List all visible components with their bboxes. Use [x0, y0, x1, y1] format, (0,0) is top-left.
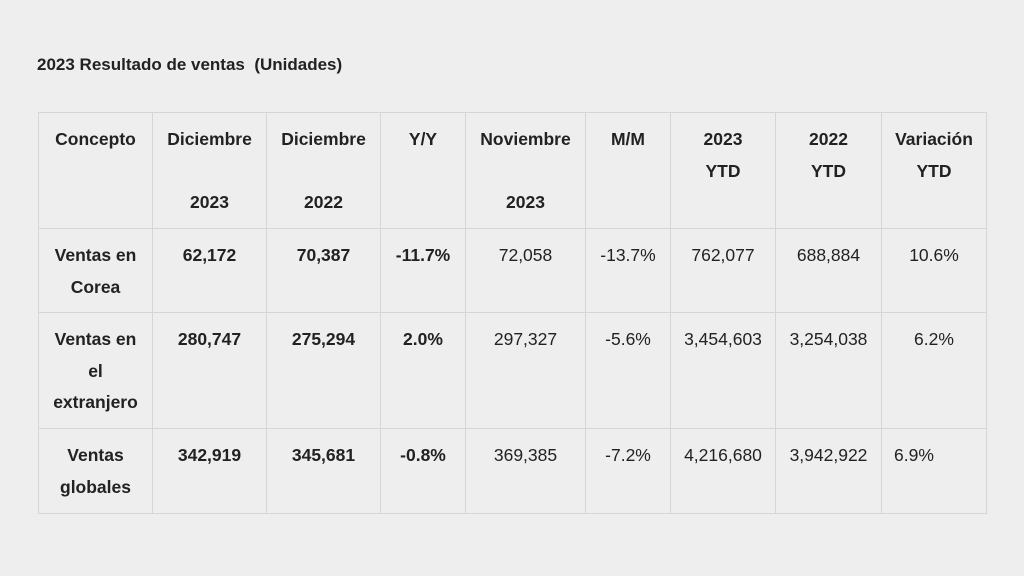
concepto-line: Corea: [70, 276, 121, 297]
header-nov-2023-month: Noviembre: [480, 129, 571, 149]
cell-ytd-2022: 3,942,922: [775, 428, 882, 514]
table-row: Ventas en Corea 62,172 70,387 -11.7% 72,…: [38, 228, 987, 313]
header-dic-2022-month: Diciembre: [281, 129, 366, 149]
header-mm-label: M/M: [610, 129, 646, 149]
cell-yy: -11.7%: [380, 228, 466, 313]
header-ytd-2023: 2023 YTD: [670, 112, 776, 229]
concepto-line: Ventas en: [54, 329, 137, 349]
table-row: Ventas globales 342,919 345,681 -0.8% 36…: [38, 428, 987, 514]
header-ytd-2023-ytd: YTD: [705, 160, 741, 181]
header-ytd-2022: 2022 YTD: [775, 112, 882, 229]
cell-yy: 2.0%: [380, 312, 466, 429]
cell-ytd-2022: 688,884: [775, 228, 882, 313]
header-dic-2023-year: 2023: [190, 192, 229, 212]
cell-variacion-ytd: 6.9%: [881, 428, 987, 514]
header-ytd-2022-ytd: YTD: [811, 160, 846, 181]
concepto-line: Ventas: [67, 445, 124, 465]
concepto-line: globales: [60, 476, 131, 497]
header-dic-2023-month: Diciembre: [167, 129, 252, 149]
cell-nov-2023: 369,385: [465, 428, 586, 514]
cell-mm: -5.6%: [585, 312, 671, 429]
header-concepto: Concepto: [38, 112, 153, 229]
header-nov-2023-year: 2023: [506, 192, 545, 212]
page-title: 2023 Resultado de ventas (Unidades): [37, 55, 343, 74]
cell-dic-2023: 342,919: [152, 428, 267, 514]
cell-concepto: Ventas en Corea: [38, 228, 153, 313]
header-mm: M/M: [585, 112, 671, 229]
header-nov-2023: Noviembre 2023: [465, 112, 586, 229]
cell-nov-2023: 297,327: [465, 312, 586, 429]
header-yy: Y/Y: [380, 112, 466, 229]
sales-table: Concepto Diciembre 2023 Diciembre 2022 Y…: [38, 112, 987, 514]
cell-ytd-2023: 4,216,680: [670, 428, 776, 514]
cell-dic-2023: 62,172: [152, 228, 267, 313]
concepto-line: extranjero: [53, 392, 138, 412]
table-row: Ventas en el extranjero 280,747 275,294 …: [38, 312, 987, 429]
header-ytd-2023-year: 2023: [703, 129, 743, 149]
cell-dic-2022: 275,294: [266, 312, 381, 429]
cell-dic-2022: 345,681: [266, 428, 381, 514]
cell-concepto: Ventas en el extranjero: [38, 312, 153, 429]
cell-mm: -13.7%: [585, 228, 671, 313]
header-dic-2022-year: 2022: [304, 192, 343, 212]
cell-yy: -0.8%: [380, 428, 466, 514]
cell-mm: -7.2%: [585, 428, 671, 514]
header-ytd-2022-year: 2022: [809, 129, 848, 149]
cell-dic-2023: 280,747: [152, 312, 267, 429]
header-dic-2022: Diciembre 2022: [266, 112, 381, 229]
header-variacion-label: Variación: [895, 129, 973, 149]
cell-variacion-ytd: 10.6%: [881, 228, 987, 313]
cell-dic-2022: 70,387: [266, 228, 381, 313]
header-yy-label: Y/Y: [408, 129, 438, 149]
cell-ytd-2022: 3,254,038: [775, 312, 882, 429]
cell-ytd-2023: 3,454,603: [670, 312, 776, 429]
cell-nov-2023: 72,058: [465, 228, 586, 313]
concepto-line: el: [88, 360, 103, 381]
cell-ytd-2023: 762,077: [670, 228, 776, 313]
header-variacion-ytd: YTD: [916, 160, 952, 181]
header-row: Concepto Diciembre 2023 Diciembre 2022 Y…: [38, 112, 987, 229]
header-variacion-ytd: Variación YTD: [881, 112, 987, 229]
cell-concepto: Ventas globales: [38, 428, 153, 514]
concepto-line: Ventas en: [54, 245, 137, 265]
header-dic-2023: Diciembre 2023: [152, 112, 267, 229]
cell-variacion-ytd: 6.2%: [881, 312, 987, 429]
header-concepto-label: Concepto: [55, 129, 136, 149]
